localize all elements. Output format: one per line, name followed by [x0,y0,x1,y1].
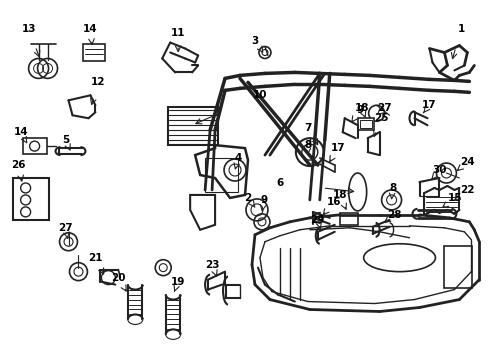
Text: 18: 18 [354,103,368,113]
Ellipse shape [348,173,366,211]
Text: 7: 7 [304,123,311,133]
Text: 18: 18 [332,190,346,200]
Text: 2: 2 [244,193,251,203]
Bar [339,213,357,225]
Text: 5: 5 [62,135,69,145]
Text: 3: 3 [251,36,258,46]
Text: 8: 8 [304,140,311,150]
Text: 30: 30 [431,165,446,175]
Text: 27: 27 [377,103,391,113]
Text: 10: 10 [252,90,266,100]
Text: 28: 28 [386,210,401,220]
Text: 15: 15 [447,193,462,203]
Text: 17: 17 [330,143,345,153]
Text: 23: 23 [204,260,219,270]
Text: 8: 8 [388,183,395,193]
Text: 13: 13 [21,24,36,33]
Text: 6: 6 [276,178,283,188]
Text: 14: 14 [13,127,28,137]
Text: 19: 19 [171,276,185,287]
Bar [359,120,371,128]
Text: 11: 11 [171,28,185,37]
Bar [22,138,46,154]
Text: 17: 17 [421,100,436,110]
Bar [357,118,373,130]
Bar [168,107,218,145]
Text: 14: 14 [83,24,98,33]
Text: 1: 1 [457,24,464,33]
Text: 29: 29 [310,215,325,225]
Text: 20: 20 [111,273,125,283]
Text: 9: 9 [260,195,267,205]
Text: 16: 16 [326,197,340,207]
Text: 12: 12 [91,77,105,87]
Text: 27: 27 [58,223,73,233]
Text: 21: 21 [88,253,102,263]
Ellipse shape [363,244,435,272]
Text: 26: 26 [11,160,26,170]
Text: 4: 4 [234,153,241,163]
Bar [83,44,105,62]
Text: 25: 25 [374,113,388,123]
Bar [444,246,471,288]
Text: 9: 9 [355,105,363,115]
Text: 22: 22 [459,185,474,195]
Text: 24: 24 [459,157,474,167]
Bar [13,178,48,220]
